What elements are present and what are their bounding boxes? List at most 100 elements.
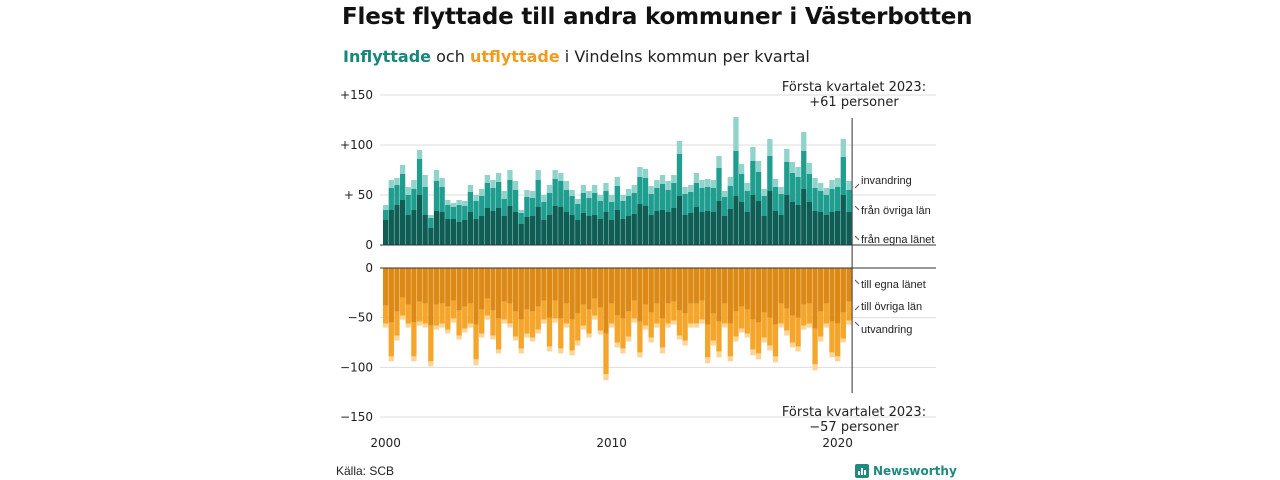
outflow-bar-other [710,313,716,341]
outflow-bar-own [422,268,428,304]
inflow-bar-other [676,154,683,196]
inflow-bar-own [705,211,711,245]
outflow-bar-other [806,303,813,324]
outflow-bar-other [433,304,440,326]
outflow-bar-own [722,268,728,304]
outflow-bar-own [479,268,485,310]
inflow-bar-own [592,215,598,245]
inflow-bar-own [467,212,474,245]
outflow-bar-other [597,307,603,331]
outflow-bar-other [518,319,524,349]
inflow-bar-abroad [761,189,767,196]
inflow-bar-own [620,219,626,245]
outflow-bar-abroad [733,336,739,342]
inflow-bar-own [546,215,553,245]
inflow-bar-abroad [569,190,575,196]
inflow-bar-other [405,195,411,215]
outflow-bar-own [399,268,406,298]
inflow-bar-own [812,211,818,245]
outflow-bar-own [642,268,649,305]
outflow-bar-own [496,268,502,319]
inflow-bar-other [789,173,796,202]
outflow-bar-own [665,268,671,304]
outflow-bar-abroad [473,359,479,366]
outflow-bar-own [733,268,739,312]
inflow-bar-own [422,215,428,245]
outflow-bar-abroad [484,315,490,320]
outflow-bar-abroad [625,336,632,342]
inflow-bar-other [835,187,841,211]
inflow-bar-other [784,162,790,195]
outflow-bar-other [733,311,739,337]
inflow-bar-other [603,191,609,212]
outflow-bar-other [812,328,818,365]
outflow-bar-abroad [524,333,530,338]
inflow-bar-own [716,201,722,245]
inflow-bar-abroad [416,150,423,159]
inflow-bar-own [535,207,541,245]
inflow-bar-own [439,212,445,245]
inflow-bar-abroad [535,170,541,180]
outflow-bar-other [705,324,711,358]
outflow-bar-abroad [405,323,411,328]
inflow-bar-abroad [772,179,779,187]
outflow-bar-abroad [563,323,570,328]
inflow-bar-abroad [648,186,654,194]
outflow-bar-other [558,318,564,349]
pointer-till-ovriga-lan [854,305,860,311]
inflow-bar-abroad [541,195,547,202]
outflow-bar-abroad [575,340,581,346]
inflow-bar-abroad [818,183,824,191]
outflow-bar-other [586,309,592,334]
outflow-bar-other [784,308,790,331]
outflow-bar-abroad [840,338,846,343]
inflow-bar-abroad [597,195,603,201]
annotation-bottom: Första kvartalet 2023: −57 personer [782,405,926,435]
outflow-bar-other [846,301,852,321]
outflow-bar-abroad [383,323,389,328]
inflow-bar-other [846,190,852,212]
inflow-bar-other [840,157,846,195]
outflow-bar-own [507,268,513,304]
inflow-bar-own [501,216,507,245]
annotation-top-line1: Första kvartalet 2023: [782,80,926,95]
outflow-bar-other [535,306,541,330]
outflow-bar-abroad [603,374,609,381]
outflow-bar-own [801,268,807,305]
outflow-bar-other [654,303,660,324]
inflow-bar-other [445,205,451,219]
outflow-bar-own [580,268,587,305]
pointer-invandring [854,183,860,189]
outflow-bar-abroad [705,357,711,364]
outflow-bar-other [840,312,846,339]
outflow-bar-own [614,268,620,316]
inflow-bar-own [835,211,841,245]
inflow-bar-own [416,195,423,245]
inflow-bar-abroad [682,187,688,194]
inflow-bar-abroad [580,185,587,193]
inflow-bar-abroad [750,147,756,161]
outflow-bar-abroad [620,348,626,354]
outflow-bar-abroad [445,329,451,334]
outflow-bar-other [512,311,519,337]
inflow-bar-other [659,184,666,210]
inflow-bar-abroad [699,180,705,188]
inflow-bar-own [829,212,835,245]
outflow-bar-other [614,315,620,343]
inflow-bar-own [399,200,406,245]
outflow-bar-abroad [671,320,677,325]
inflow-bar-other [569,196,575,215]
outflow-bar-abroad [744,333,750,338]
inflow-bar-other [693,183,700,207]
outflow-bar-other [479,309,485,334]
inflow-bar-other [529,198,536,216]
outflow-bar-abroad [642,325,649,330]
inflow-bar-abroad [473,195,479,201]
brand-logo[interactable]: Newsworthy [855,462,957,480]
outflow-bar-abroad [716,351,722,358]
outflow-bar-other [620,318,626,349]
outflow-bar-own [592,268,598,299]
bar-chart-icon [855,464,869,478]
outflow-bar-own [789,268,796,316]
outflow-bar-own [671,268,677,302]
